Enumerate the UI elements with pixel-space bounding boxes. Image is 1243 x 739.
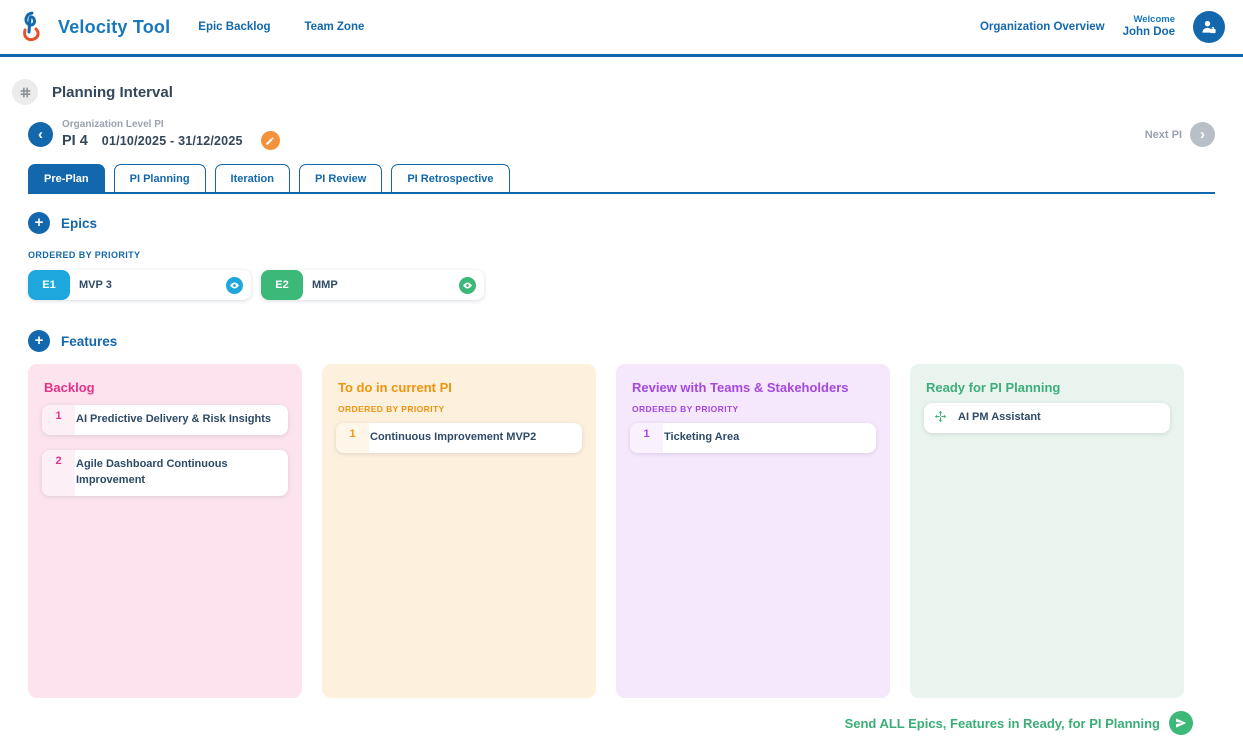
- pi-date-range: 01/10/2025 - 31/12/2025: [101, 133, 243, 148]
- epics-section-label: Epics: [61, 215, 98, 231]
- nav-organization-overview[interactable]: Organization Overview: [979, 21, 1105, 33]
- feature-card[interactable]: AI PM Assistant: [924, 403, 1170, 433]
- column-review-stakeholders: Review with Teams & Stakeholders ORDERED…: [616, 364, 890, 698]
- column-title: Ready for PI Planning: [926, 380, 1061, 395]
- view-epic-button[interactable]: [226, 276, 243, 294]
- column-title: Review with Teams & Stakeholders: [632, 380, 849, 395]
- eye-icon: [463, 282, 472, 288]
- send-to-pi-planning-button[interactable]: [1169, 711, 1193, 735]
- feature-title: Agile Dashboard Continuous Improvement: [76, 457, 228, 486]
- chevron-left-icon: ‹: [38, 126, 43, 143]
- view-epic-button[interactable]: [459, 276, 476, 294]
- pi-phase-tabs: Pre-Plan PI Planning Iteration PI Review…: [28, 164, 1215, 194]
- column-title: Backlog: [44, 380, 95, 395]
- eye-icon: [230, 282, 239, 288]
- tab-pre-plan[interactable]: Pre-Plan: [28, 164, 105, 192]
- welcome-block: Welcome John Doe: [1122, 13, 1175, 39]
- feature-priority-number: 1: [336, 423, 369, 453]
- user-avatar-button[interactable]: [1193, 11, 1225, 43]
- next-pi-label: Next PI: [1144, 128, 1182, 141]
- send-all-label: Send ALL Epics, Features in Ready, for P…: [844, 715, 1160, 731]
- epics-ordered-by-priority-label: ORDERED BY PRIORITY: [28, 250, 141, 260]
- features-section-label: Features: [61, 333, 118, 349]
- next-pi-button[interactable]: ›: [1190, 122, 1215, 147]
- feature-title: AI Predictive Delivery & Risk Insights: [76, 413, 272, 425]
- top-navigation-bar: Velocity Tool Epic Backlog Team Zone Org…: [0, 0, 1243, 57]
- app-title: Velocity Tool: [58, 16, 171, 37]
- main-nav: Epic Backlog Team Zone: [198, 21, 364, 33]
- plus-icon: +: [34, 332, 44, 349]
- planning-interval-icon: [12, 79, 38, 105]
- epic-list: E1 MVP 3 E2 MMP: [28, 270, 1215, 300]
- move-icon: [934, 410, 947, 423]
- page-title: Planning Interval: [52, 83, 173, 101]
- epic-id-badge: E2: [261, 270, 303, 300]
- nav-team-zone[interactable]: Team Zone: [304, 21, 365, 33]
- pi-selector-bar: ‹ Organization Level PI PI 4 01/10/2025 …: [28, 119, 1215, 150]
- tab-pi-review[interactable]: PI Review: [298, 164, 383, 192]
- feature-title: AI PM Assistant: [958, 411, 1041, 423]
- user-name: John Doe: [1122, 25, 1175, 38]
- ordered-by-priority-label: ORDERED BY PRIORITY: [338, 404, 445, 414]
- epic-name: MMP: [312, 279, 338, 291]
- edit-pi-button[interactable]: [260, 131, 280, 150]
- feature-board: Backlog 1 AI Predictive Delivery & Risk …: [28, 364, 1215, 698]
- feature-card[interactable]: 2 Agile Dashboard Continuous Improvement: [42, 449, 288, 496]
- column-backlog: Backlog 1 AI Predictive Delivery & Risk …: [28, 364, 302, 698]
- plus-icon: +: [34, 214, 44, 231]
- epic-card-e2[interactable]: E2 MMP: [261, 270, 484, 300]
- epic-name: MVP 3: [79, 279, 112, 291]
- feature-title: Continuous Improvement MVP2: [370, 431, 537, 443]
- add-feature-button[interactable]: +: [28, 330, 50, 352]
- velocity-logo-icon: [23, 11, 40, 42]
- pencil-icon: [266, 136, 274, 145]
- feature-card[interactable]: 1 AI Predictive Delivery & Risk Insights: [42, 405, 288, 435]
- feature-card[interactable]: 1 Ticketing Area: [630, 423, 876, 453]
- tab-iteration[interactable]: Iteration: [214, 164, 290, 192]
- nav-epic-backlog[interactable]: Epic Backlog: [198, 21, 271, 33]
- tab-pi-planning[interactable]: PI Planning: [113, 164, 206, 192]
- chevron-right-icon: ›: [1200, 126, 1205, 143]
- ordered-by-priority-label: ORDERED BY PRIORITY: [632, 404, 739, 414]
- add-epic-button[interactable]: +: [28, 212, 50, 234]
- column-title: To do in current PI: [338, 380, 452, 395]
- epic-id-badge: E1: [28, 270, 70, 300]
- feature-card[interactable]: 1 Continuous Improvement MVP2: [336, 423, 582, 453]
- user-avatar-icon: [1202, 20, 1216, 34]
- column-todo-current-pi: To do in current PI ORDERED BY PRIORITY …: [322, 364, 596, 698]
- epic-card-e1[interactable]: E1 MVP 3: [28, 270, 251, 300]
- welcome-label: Welcome: [1133, 13, 1175, 25]
- pi-level-label: Organization Level PI: [62, 119, 164, 130]
- tab-pi-retrospective[interactable]: PI Retrospective: [391, 164, 510, 192]
- previous-pi-button[interactable]: ‹: [28, 122, 53, 147]
- column-ready-pi-planning: Ready for PI Planning AI PM Assistant: [910, 364, 1184, 698]
- drag-handle[interactable]: [924, 403, 957, 423]
- feature-priority-number: 1: [630, 423, 663, 453]
- feature-priority-number: 1: [42, 405, 75, 435]
- feature-title: Ticketing Area: [664, 431, 740, 443]
- feature-priority-number: 2: [42, 449, 75, 496]
- pi-name: PI 4: [62, 132, 88, 149]
- send-icon: [1176, 718, 1187, 728]
